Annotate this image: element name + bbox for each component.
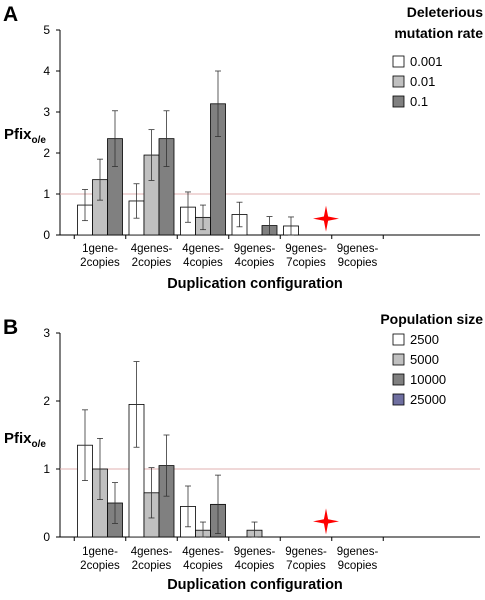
legend-swatch [392,373,405,386]
legend-label: 0.1 [410,94,428,109]
y-tick-label: 4 [43,64,50,78]
chart-panel-b: B Population size 0 1 2 3 Pfixo/e 1gene- 2copies… [3,311,483,593]
x-tick-label: 1gene- [82,546,118,558]
red-star-marker [313,508,339,535]
x-tick-label: 4genes- [182,546,224,558]
x-tick-label: 2copies [132,257,172,269]
x-tick-label: 4genes- [182,243,224,255]
legend-swatch [392,75,405,88]
x-tick-label: 4genes- [131,546,173,558]
legend-swatch [392,55,405,68]
panel-letter: A [3,3,18,26]
legend-label: 2500 [410,332,439,347]
x-tick-label: 9genes- [285,546,327,558]
y-tick-label: 2 [43,394,50,408]
x-tick-label: 9genes- [337,546,379,558]
x-tick-label: 9copies [338,257,378,269]
y-axis-label-main: Pfix [4,430,32,447]
x-tick-label: 2copies [80,257,120,269]
x-tick-label: 1gene- [82,243,118,255]
x-tick-label: 7copies [286,560,326,572]
x-axis-label: Duplication configuration [167,276,343,292]
x-tick-label: 9genes- [337,243,379,255]
y-tick-label: 2 [43,146,50,160]
y-tick-label: 5 [43,23,50,37]
y-tick-label: 1 [43,187,50,201]
legend-title: Population size [380,311,483,327]
x-tick-label: 7copies [286,257,326,269]
chart-panel-a: A Deleterious mutation rate 0 1 2 3 4 5 Pfixo/e 1g… [3,3,483,292]
y-tick-label: 0 [43,228,50,242]
x-tick-label: 9genes- [234,243,276,255]
legend-label: 5000 [410,352,439,367]
x-tick-label: 9genes- [234,546,276,558]
x-tick-label: 4copies [235,560,275,572]
legend-swatch [392,393,405,406]
y-tick-label: 3 [43,326,50,340]
x-tick-label: 9copies [338,560,378,572]
x-tick-label: 2copies [80,560,120,572]
x-tick-label: 4copies [183,257,223,269]
y-tick-label: 1 [43,462,50,476]
x-axis-label: Duplication configuration [167,577,343,593]
y-axis-label: Pfixo/e [4,126,46,146]
legend-label: 25000 [410,392,446,407]
y-axis-label: Pfixo/e [4,430,46,450]
red-star-marker [313,205,339,232]
legend-label: 10000 [410,372,446,387]
y-tick-label: 0 [43,530,50,544]
y-axis-label-subscript: o/e [32,439,47,450]
x-tick-label: 4copies [235,257,275,269]
legend-swatch [392,333,405,346]
x-tick-label: 4genes- [131,243,173,255]
legend-title: Deleterious [407,4,483,20]
x-tick-label: 2copies [132,560,172,572]
legend-swatch [392,95,405,108]
legend-title: mutation rate [394,25,483,41]
y-tick-label: 3 [43,105,50,119]
y-axis-label-main: Pfix [4,126,32,143]
legend-swatch [392,353,405,366]
legend-label: 0.001 [410,54,443,69]
y-axis-label-subscript: o/e [32,135,47,146]
x-tick-label: 9genes- [285,243,327,255]
panel-letter: B [3,316,18,339]
legend-label: 0.01 [410,74,435,89]
x-tick-label: 4copies [183,560,223,572]
